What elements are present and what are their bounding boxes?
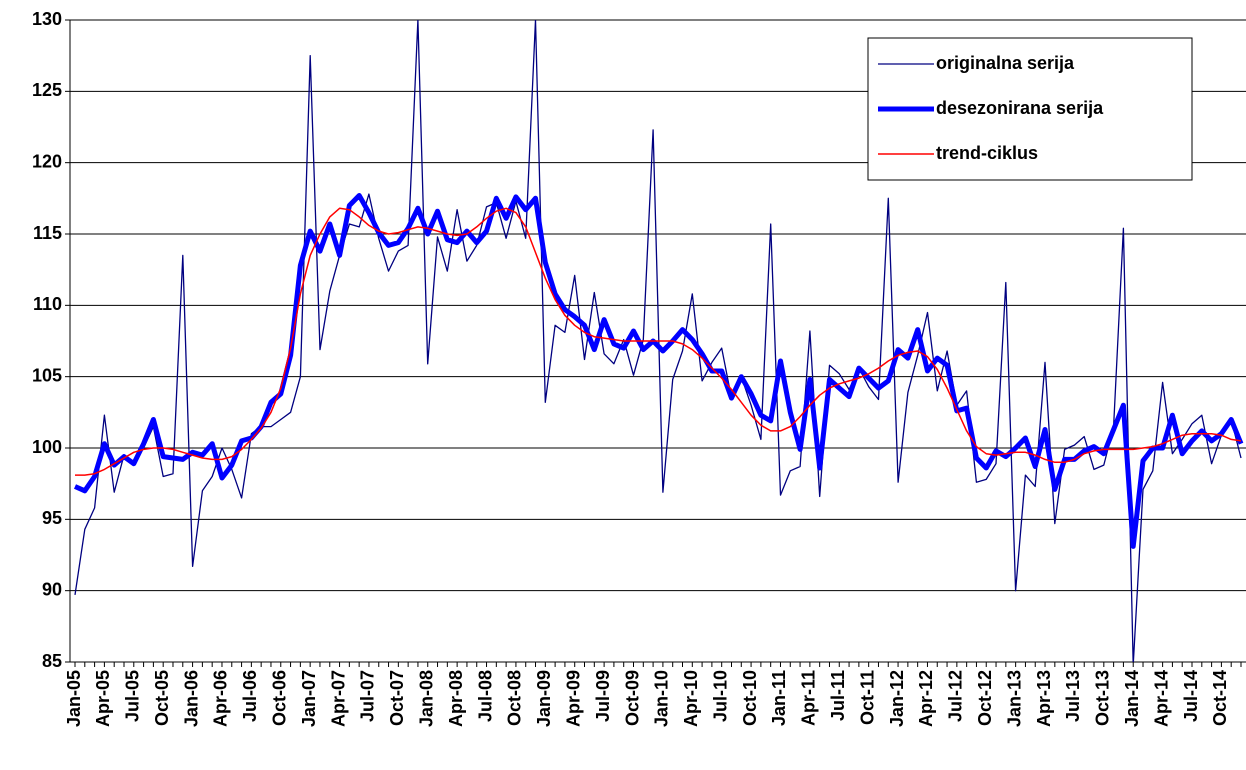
x-tick-label: Oct-06 bbox=[270, 670, 290, 726]
series-line bbox=[73, 193, 1244, 549]
x-tick-label: Jul-05 bbox=[123, 670, 143, 722]
x-tick-label: Apr-10 bbox=[681, 670, 701, 727]
y-tick-label: 85 bbox=[42, 651, 62, 671]
x-tick-label: Jul-13 bbox=[1063, 670, 1083, 722]
x-tick-label: Oct-12 bbox=[975, 670, 995, 726]
x-tick-label: Oct-08 bbox=[505, 670, 525, 726]
x-tick-label: Apr-05 bbox=[93, 670, 113, 727]
x-tick-label: Apr-14 bbox=[1151, 670, 1171, 727]
x-tick-label: Jan-10 bbox=[652, 670, 672, 727]
y-tick-label: 105 bbox=[32, 365, 62, 385]
x-tick-label: Jan-08 bbox=[416, 670, 436, 727]
x-tick-label: Oct-10 bbox=[740, 670, 760, 726]
x-tick-label: Oct-05 bbox=[152, 670, 172, 726]
y-tick-label: 120 bbox=[32, 151, 62, 171]
legend-label: desezonirana serija bbox=[936, 98, 1104, 118]
y-tick-label: 130 bbox=[32, 9, 62, 29]
x-tick-label: Jul-08 bbox=[475, 670, 495, 722]
x-tick-label: Oct-09 bbox=[622, 670, 642, 726]
x-tick-label: Apr-08 bbox=[446, 670, 466, 727]
x-tick-label: Jan-12 bbox=[887, 670, 907, 727]
series-line bbox=[75, 207, 1242, 476]
x-tick-label: Apr-09 bbox=[563, 670, 583, 727]
y-tick-label: 100 bbox=[32, 437, 62, 457]
x-tick-label: Apr-12 bbox=[916, 670, 936, 727]
legend-label: trend-ciklus bbox=[936, 143, 1038, 163]
x-tick-label: Jan-05 bbox=[64, 670, 84, 727]
series-line bbox=[74, 20, 1242, 662]
x-tick-label: Apr-11 bbox=[799, 670, 819, 726]
x-tick-label: Oct-14 bbox=[1210, 670, 1230, 726]
y-tick-label: 115 bbox=[33, 223, 62, 243]
x-tick-label: Jan-07 bbox=[299, 670, 319, 727]
x-tick-label: Jan-09 bbox=[534, 670, 554, 727]
x-tick-label: Jul-07 bbox=[358, 670, 378, 722]
x-tick-label: Oct-13 bbox=[1093, 670, 1113, 726]
x-tick-label: Jul-10 bbox=[710, 670, 730, 722]
x-tick-label: Oct-11 bbox=[857, 670, 877, 725]
x-tick-label: Oct-07 bbox=[387, 670, 407, 726]
x-tick-label: Jan-11 bbox=[769, 670, 789, 726]
plot-area bbox=[73, 20, 1244, 662]
legend-label: originalna serija bbox=[936, 53, 1075, 73]
x-tick-label: Jan-06 bbox=[181, 670, 201, 727]
x-tick-label: Apr-13 bbox=[1034, 670, 1054, 727]
y-tick-label: 110 bbox=[33, 294, 62, 314]
y-tick-label: 90 bbox=[42, 579, 62, 599]
x-tick-label: Jul-09 bbox=[593, 670, 613, 722]
y-tick-label: 125 bbox=[32, 80, 62, 100]
x-tick-label: Jan-14 bbox=[1122, 670, 1142, 727]
x-tick-label: Apr-07 bbox=[328, 670, 348, 727]
x-tick-label: Jan-13 bbox=[1004, 670, 1024, 727]
x-tick-label: Jul-14 bbox=[1181, 670, 1201, 722]
x-tick-label: Jul-06 bbox=[240, 670, 260, 722]
y-tick-label: 95 bbox=[42, 508, 62, 528]
x-tick-label: Apr-06 bbox=[211, 670, 231, 727]
x-tick-label: Jul-12 bbox=[946, 670, 966, 722]
x-tick-label: Jul-11 bbox=[828, 670, 848, 721]
